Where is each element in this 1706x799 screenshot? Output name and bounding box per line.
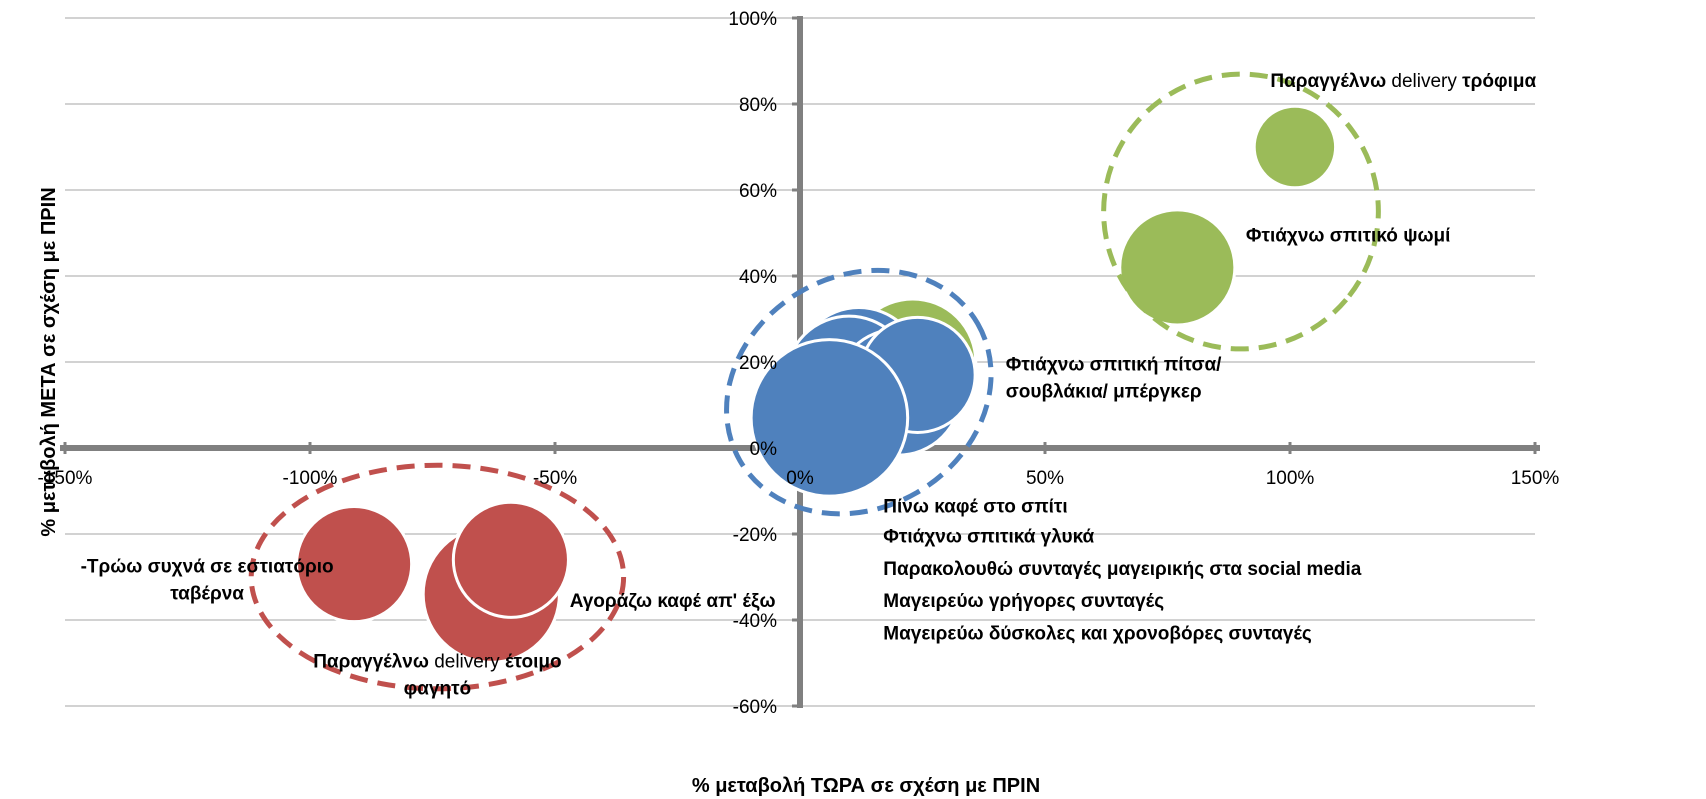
- lbl-quick-text: Μαγειρεύω γρήγορες συνταγές: [883, 591, 1164, 612]
- cluster-outlines: [248, 71, 1381, 692]
- y-tick-label: -60%: [733, 697, 777, 718]
- lbl-delivery-food-text: τρόφιμα: [1457, 71, 1537, 92]
- lbl-difficult-text: Μαγειρεύω δύσκολες και χρονοβόρες συνταγ…: [883, 623, 1312, 644]
- x-axis-title: % μεταβολή ΤΩΡΑ σε σχέση με ΠΡΙΝ: [692, 775, 1040, 797]
- lbl-social-text: Παρακολουθώ συνταγές μαγειρικής στα soci…: [883, 559, 1362, 580]
- y-tick-label: 80%: [739, 95, 777, 116]
- x-tick-label: 0%: [786, 468, 814, 489]
- x-tick-label: -100%: [283, 468, 338, 489]
- lbl-delivery-food-text: Παραγγέλνω: [1270, 71, 1391, 92]
- lbl-pizza: Φτιάχνω σπιτική πίτσα/σουβλάκια/ μπέργκε…: [1006, 355, 1222, 403]
- data-labels: Παραγγέλνω delivery τρόφιμα Φτιάχνω σπιτι…: [81, 71, 1537, 699]
- y-tick-label: 40%: [739, 267, 777, 288]
- lbl-coffee-out-text: Αγοράζω καφέ απ' έξω: [570, 591, 776, 612]
- lbl-delivery-food: Παραγγέλνω delivery τρόφιμα: [1270, 71, 1536, 92]
- y-tick-label: 0%: [750, 439, 778, 460]
- lbl-delivery-ready-text: φαγητό: [404, 678, 472, 699]
- bubble-red: [451, 500, 570, 619]
- y-tick-label: -20%: [733, 525, 777, 546]
- y-axis-title: % μεταβολή ΜΕΤΑ σε σχέση με ΠΡΙΝ: [38, 187, 60, 536]
- bubble-green: [1252, 104, 1338, 190]
- y-tick-label: -40%: [733, 611, 777, 632]
- lbl-delivery-ready-text: delivery: [434, 651, 500, 672]
- lbl-sweets: Φτιάχνω σπιτικά γλυκά: [883, 527, 1094, 548]
- lbl-bread-text: Φτιάχνω σπιτικό ψωμί: [1246, 226, 1451, 247]
- lbl-quick: Μαγειρεύω γρήγορες συνταγές: [883, 591, 1164, 612]
- lbl-delivery-ready-text: έτοιμο: [500, 651, 562, 672]
- x-tick-label: 100%: [1266, 468, 1315, 489]
- lbl-pizza-text: σουβλάκια/ μπέργκερ: [1006, 382, 1202, 403]
- cluster-outline-green: [1101, 71, 1381, 352]
- x-tick-label: -150%: [38, 468, 93, 489]
- lbl-coffee-out: Αγοράζω καφέ απ' έξω: [570, 591, 776, 612]
- lbl-coffee-home-text: Πίνω καφέ στο σπίτι: [883, 497, 1067, 518]
- lbl-bread: Φτιάχνω σπιτικό ψωμί: [1246, 226, 1451, 247]
- tick-labels: -150% -100% -50% 0% 50% 100% 150% 100% 80% 60% 40%…: [38, 9, 1560, 718]
- lbl-eat-out-text: -Τρώω συχνά σε εστιατόριο: [81, 557, 334, 578]
- lbl-delivery-ready: Παραγγέλνω delivery έτοιμο φαγητό: [313, 651, 561, 699]
- bubble-green: [1118, 208, 1237, 327]
- lbl-eat-out-text: ταβέρνα: [170, 584, 244, 605]
- lbl-pizza-text: Φτιάχνω σπιτική πίτσα/: [1006, 355, 1222, 376]
- y-tick-label: 20%: [739, 353, 777, 374]
- x-tick-label: 150%: [1511, 468, 1560, 489]
- lbl-sweets-text: Φτιάχνω σπιτικά γλυκά: [883, 527, 1094, 548]
- x-tick-label: 50%: [1026, 468, 1064, 489]
- lbl-eat-out: -Τρώω συχνά σε εστιατόριο ταβέρνα: [81, 557, 334, 605]
- bubble-red: [295, 505, 414, 624]
- lbl-delivery-food-text: delivery: [1391, 71, 1457, 92]
- y-tick-label: 100%: [728, 9, 777, 30]
- bubbles: [295, 104, 1338, 664]
- x-tick-label: -50%: [533, 468, 577, 489]
- lbl-delivery-ready-text: Παραγγέλνω: [313, 651, 434, 672]
- lbl-difficult: Μαγειρεύω δύσκολες και χρονοβόρες συνταγ…: [883, 623, 1312, 644]
- bubble-blue: [749, 338, 910, 498]
- y-tick-label: 60%: [739, 181, 777, 202]
- lbl-coffee-home: Πίνω καφέ στο σπίτι: [883, 497, 1067, 518]
- cluster-outline-red: [248, 462, 627, 692]
- lbl-social: Παρακολουθώ συνταγές μαγειρικής στα soci…: [883, 559, 1362, 580]
- cluster-outline-blue: [724, 267, 994, 517]
